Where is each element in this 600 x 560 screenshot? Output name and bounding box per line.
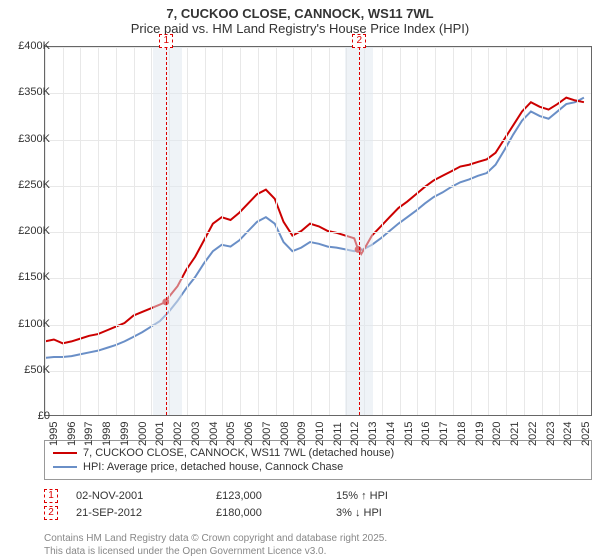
- x-tick-label: 2012: [349, 422, 361, 446]
- y-tick-label: £400K: [6, 40, 50, 52]
- x-tick-label: 1999: [119, 422, 131, 446]
- x-tick-label: 2022: [527, 422, 539, 446]
- y-tick-label: £100K: [6, 318, 50, 330]
- x-tick-label: 2003: [190, 422, 202, 446]
- x-tick-label: 2019: [474, 422, 486, 446]
- y-tick-label: £350K: [6, 86, 50, 98]
- tx-price: £123,000: [216, 490, 336, 502]
- x-tick-label: 2020: [491, 422, 503, 446]
- footer-attribution: Contains HM Land Registry data © Crown c…: [44, 532, 387, 558]
- y-tick-label: £0: [6, 410, 50, 422]
- x-tick-label: 1995: [48, 422, 60, 446]
- table-row: 1 02-NOV-2001 £123,000 15% ↑ HPI: [44, 489, 592, 503]
- legend-swatch-1: [53, 452, 77, 454]
- tx-marker-icon: 1: [44, 489, 58, 503]
- x-tick-label: 2010: [314, 422, 326, 446]
- x-tick-label: 2023: [545, 422, 557, 446]
- y-tick-label: £50K: [6, 364, 50, 376]
- x-tick-label: 2001: [154, 422, 166, 446]
- x-tick-label: 1996: [66, 422, 78, 446]
- tx-hpi: 3% ↓ HPI: [336, 507, 456, 519]
- x-tick-label: 2021: [509, 422, 521, 446]
- x-tick-label: 2017: [438, 422, 450, 446]
- chart-plot-area: 12: [44, 46, 592, 416]
- tx-marker-icon: 2: [44, 506, 58, 520]
- y-tick-label: £250K: [6, 179, 50, 191]
- legend-swatch-2: [53, 466, 77, 468]
- legend-label-2: HPI: Average price, detached house, Cann…: [83, 461, 343, 473]
- chart-svg: [45, 47, 591, 415]
- title-line2: Price paid vs. HM Land Registry's House …: [0, 21, 600, 36]
- chart-marker-icon: 2: [352, 34, 366, 48]
- legend-row-2: HPI: Average price, detached house, Cann…: [53, 461, 583, 473]
- x-tick-label: 1997: [83, 422, 95, 446]
- x-tick-label: 2002: [172, 422, 184, 446]
- table-row: 2 21-SEP-2012 £180,000 3% ↓ HPI: [44, 506, 592, 520]
- x-tick-label: 1998: [101, 422, 113, 446]
- x-tick-label: 2014: [385, 422, 397, 446]
- x-tick-label: 2016: [420, 422, 432, 446]
- y-tick-label: £200K: [6, 225, 50, 237]
- tx-date: 02-NOV-2001: [76, 490, 216, 502]
- x-tick-label: 2008: [279, 422, 291, 446]
- tx-date: 21-SEP-2012: [76, 507, 216, 519]
- transactions-table: 1 02-NOV-2001 £123,000 15% ↑ HPI 2 21-SE…: [44, 486, 592, 523]
- x-tick-label: 2004: [208, 422, 220, 446]
- series-hpi: [45, 98, 584, 358]
- tx-price: £180,000: [216, 507, 336, 519]
- tx-hpi: 15% ↑ HPI: [336, 490, 456, 502]
- x-tick-label: 2015: [403, 422, 415, 446]
- x-tick-label: 2005: [225, 422, 237, 446]
- x-tick-label: 2025: [580, 422, 592, 446]
- x-tick-label: 2009: [296, 422, 308, 446]
- x-tick-label: 2024: [562, 422, 574, 446]
- legend: 7, CUCKOO CLOSE, CANNOCK, WS11 7WL (deta…: [44, 440, 592, 480]
- x-tick-label: 2013: [367, 422, 379, 446]
- series-price_paid: [45, 98, 584, 344]
- legend-row-1: 7, CUCKOO CLOSE, CANNOCK, WS11 7WL (deta…: [53, 447, 583, 459]
- y-tick-label: £150K: [6, 271, 50, 283]
- x-tick-label: 2007: [261, 422, 273, 446]
- y-tick-label: £300K: [6, 133, 50, 145]
- legend-label-1: 7, CUCKOO CLOSE, CANNOCK, WS11 7WL (deta…: [83, 447, 394, 459]
- x-tick-label: 2000: [137, 422, 149, 446]
- chart-title-block: 7, CUCKOO CLOSE, CANNOCK, WS11 7WL Price…: [0, 0, 600, 40]
- title-line1: 7, CUCKOO CLOSE, CANNOCK, WS11 7WL: [0, 6, 600, 21]
- chart-marker-icon: 1: [159, 34, 173, 48]
- footer-line1: Contains HM Land Registry data © Crown c…: [44, 532, 387, 545]
- x-tick-label: 2011: [332, 422, 344, 446]
- x-tick-label: 2018: [456, 422, 468, 446]
- x-tick-label: 2006: [243, 422, 255, 446]
- footer-line2: This data is licensed under the Open Gov…: [44, 545, 387, 558]
